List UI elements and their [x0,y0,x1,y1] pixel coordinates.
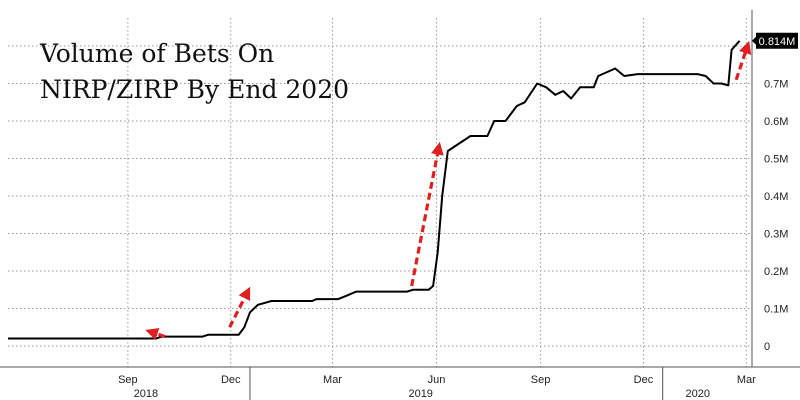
series-layer [8,40,741,340]
chart-title-line-1: Volume of Bets On [39,39,274,68]
x-tick-label: Jun [428,374,446,386]
red-dashed-arrow [228,286,251,328]
year-label: 2019 [408,388,432,400]
year-label: 2020 [685,388,709,400]
x-tick-label: Dec [221,374,241,386]
grid-layer [8,18,752,367]
x-tick-label: Sep [531,374,551,386]
y-tick-label: 0.2M [764,266,788,278]
last-value-badge-bg [756,32,798,49]
last-value-badge: 0.814M [752,32,798,49]
red-dashed-arrow [145,327,166,341]
x-tick-label: Mar [737,374,756,386]
chart-title-line-2: NIRP/ZIRP By End 2020 [40,75,349,104]
y-tick-label: 0.5M [764,154,788,166]
x-tick-label: Mar [323,374,342,386]
last-value-badge-pointer [752,35,757,46]
annotation-layer [145,40,752,341]
series-line [8,40,741,340]
y-tick-label: 0.6M [764,116,788,128]
y-tick-label: 0.7M [764,79,788,91]
y-tick-label: 0 [764,341,770,353]
y-tick-label: 0.3M [764,229,788,241]
axis-layer: 0 0.1M 0.2M 0.3M 0.4M 0.5M 0.6M 0.7M Sep Dec Mar Ju… [0,10,800,400]
year-label: 2018 [134,388,158,400]
x-tick-label: Dec [634,374,654,386]
red-dashed-arrow [734,40,752,81]
red-dashed-arrow [410,141,444,287]
y-tick-label: 0.4M [764,191,788,203]
y-tick-label: 0.1M [764,304,788,316]
x-tick-label: Sep [118,374,138,386]
last-value-label: 0.814M [759,36,796,48]
